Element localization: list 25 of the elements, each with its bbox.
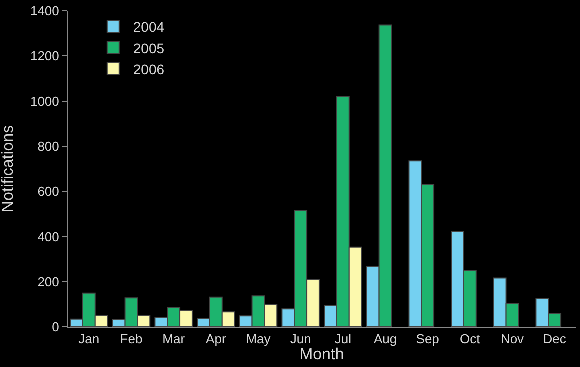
x-tick-label: Nov bbox=[500, 332, 525, 347]
y-tick-label: 1400 bbox=[30, 4, 60, 19]
y-axis-title: Notifications bbox=[0, 125, 17, 213]
legend-label: 2005 bbox=[133, 40, 165, 56]
legend-label: 2004 bbox=[133, 19, 165, 36]
x-tick-label: Dec bbox=[543, 332, 567, 347]
y-tick-label: 0 bbox=[52, 320, 60, 335]
y-tick-label: 200 bbox=[38, 274, 60, 290]
x-tick-label: Sep bbox=[416, 332, 440, 347]
legend-label: 2006 bbox=[133, 61, 165, 78]
x-tick-label: Aug bbox=[374, 332, 398, 347]
x-tick-label: Feb bbox=[120, 332, 143, 347]
y-tick-label: 600 bbox=[38, 184, 60, 200]
x-tick-label: May bbox=[246, 332, 272, 347]
x-tick-label: Jul bbox=[334, 332, 352, 347]
x-tick-label: Oct bbox=[460, 332, 481, 347]
y-tick-label: 1000 bbox=[30, 94, 60, 109]
x-tick-label: Jun bbox=[290, 332, 312, 347]
x-tick-label: Mar bbox=[162, 332, 186, 347]
x-tick-label: Apr bbox=[206, 332, 227, 347]
x-tick-label: Jan bbox=[78, 332, 100, 347]
y-tick-label: 400 bbox=[38, 229, 60, 244]
x-axis-title: Month bbox=[300, 346, 344, 364]
y-tick-label: 1200 bbox=[30, 48, 60, 64]
y-tick-label: 800 bbox=[38, 138, 60, 154]
